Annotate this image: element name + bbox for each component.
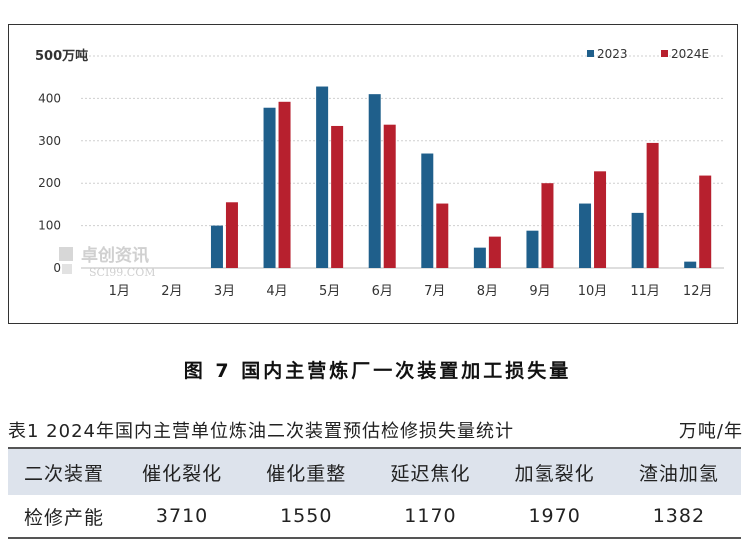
table-header-cell: 渣油加氢 (616, 447, 741, 495)
x-tick-label: 5月 (319, 284, 340, 299)
bar-2023 (526, 230, 539, 268)
bar-2024e (225, 202, 238, 268)
table-unit: 万吨/年 (678, 421, 743, 442)
table-header-cell: 催化重整 (244, 447, 369, 495)
legend-label: 2024E (671, 47, 709, 61)
legend-swatch (587, 50, 594, 57)
table-cell: 检修产能 (8, 495, 120, 539)
bar-2023 (631, 212, 644, 268)
table-title: 表1 2024年国内主营单位炼油二次装置预估检修损失量统计 (8, 421, 514, 442)
x-tick-label: 4月 (266, 284, 287, 299)
table-header-cell: 延迟焦化 (368, 447, 493, 495)
table-cell: 3710 (120, 495, 245, 539)
watermark-logo (59, 247, 73, 261)
bar-2023 (579, 203, 592, 268)
bar-2023 (473, 247, 486, 268)
table-header-row: 二次装置 催化裂化 催化重整 延迟焦化 加氢裂化 渣油加氢 (8, 447, 741, 495)
watermark-subtext: SCI99.COM (89, 266, 156, 279)
watermark-logo (62, 264, 72, 274)
bar-2024e (331, 125, 344, 269)
legend-swatch (661, 50, 668, 57)
bar-2023 (421, 153, 434, 268)
y-axis-label: 500万吨 (35, 48, 88, 64)
table-cell: 1970 (492, 495, 617, 539)
x-tick-label: 6月 (372, 284, 393, 299)
table-header-cell: 催化裂化 (120, 447, 245, 495)
watermark-text: 卓创资讯 (81, 245, 149, 266)
y-tick-label: 400 (38, 91, 61, 105)
x-tick-label: 8月 (477, 284, 498, 299)
bar-2024e (594, 171, 607, 268)
x-tick-label: 10月 (578, 284, 608, 299)
table-header-cell: 加氢裂化 (492, 447, 617, 495)
legend-label: 2023 (597, 47, 628, 61)
chart-frame: 0 100 200 300 400 500万吨卓创资讯 SCI99.COM 1月 2月 3月 4月 5… (8, 24, 738, 324)
bar-2023 (316, 86, 329, 268)
y-tick-label: 0 (53, 261, 61, 275)
x-tick-label: 9月 (529, 284, 550, 299)
bar-2024e (541, 183, 554, 268)
table-caption: 表1 2024年国内主营单位炼油二次装置预估检修损失量统计 万吨/年 (8, 417, 743, 443)
bar-2023 (210, 225, 223, 268)
figure-caption: 图 7 国内主营炼厂一次装置加工损失量 (183, 360, 572, 382)
y-tick-label: 200 (38, 176, 61, 190)
table-cell: 1550 (244, 495, 369, 539)
x-tick-label: 12月 (683, 284, 713, 299)
x-tick-label: 3月 (214, 284, 235, 299)
bar-2024e (646, 142, 659, 268)
table-row: 检修产能 3710 1550 1170 1970 1382 (8, 495, 741, 539)
x-tick-label: 11月 (630, 284, 660, 299)
x-tick-label: 1月 (109, 284, 130, 299)
bar-2023 (263, 107, 276, 268)
table-header-cell: 二次装置 (8, 447, 120, 495)
bar-2024e (278, 101, 291, 269)
bar-2023 (368, 94, 381, 268)
y-tick-label: 100 (38, 219, 61, 233)
data-table: 二次装置 催化裂化 催化重整 延迟焦化 加氢裂化 渣油加氢 检修产能 3710 … (8, 447, 741, 539)
bar-2024e (699, 175, 712, 268)
y-tick-label: 300 (38, 134, 61, 148)
x-tick-label: 7月 (424, 284, 445, 299)
table-cell: 1382 (616, 495, 741, 539)
bar-2024e (436, 203, 449, 268)
bar-2024e (488, 236, 501, 268)
bar-2024e (383, 124, 396, 268)
x-tick-label: 2月 (161, 284, 182, 299)
table-cell: 1170 (368, 495, 493, 539)
bar-2023 (684, 261, 697, 268)
